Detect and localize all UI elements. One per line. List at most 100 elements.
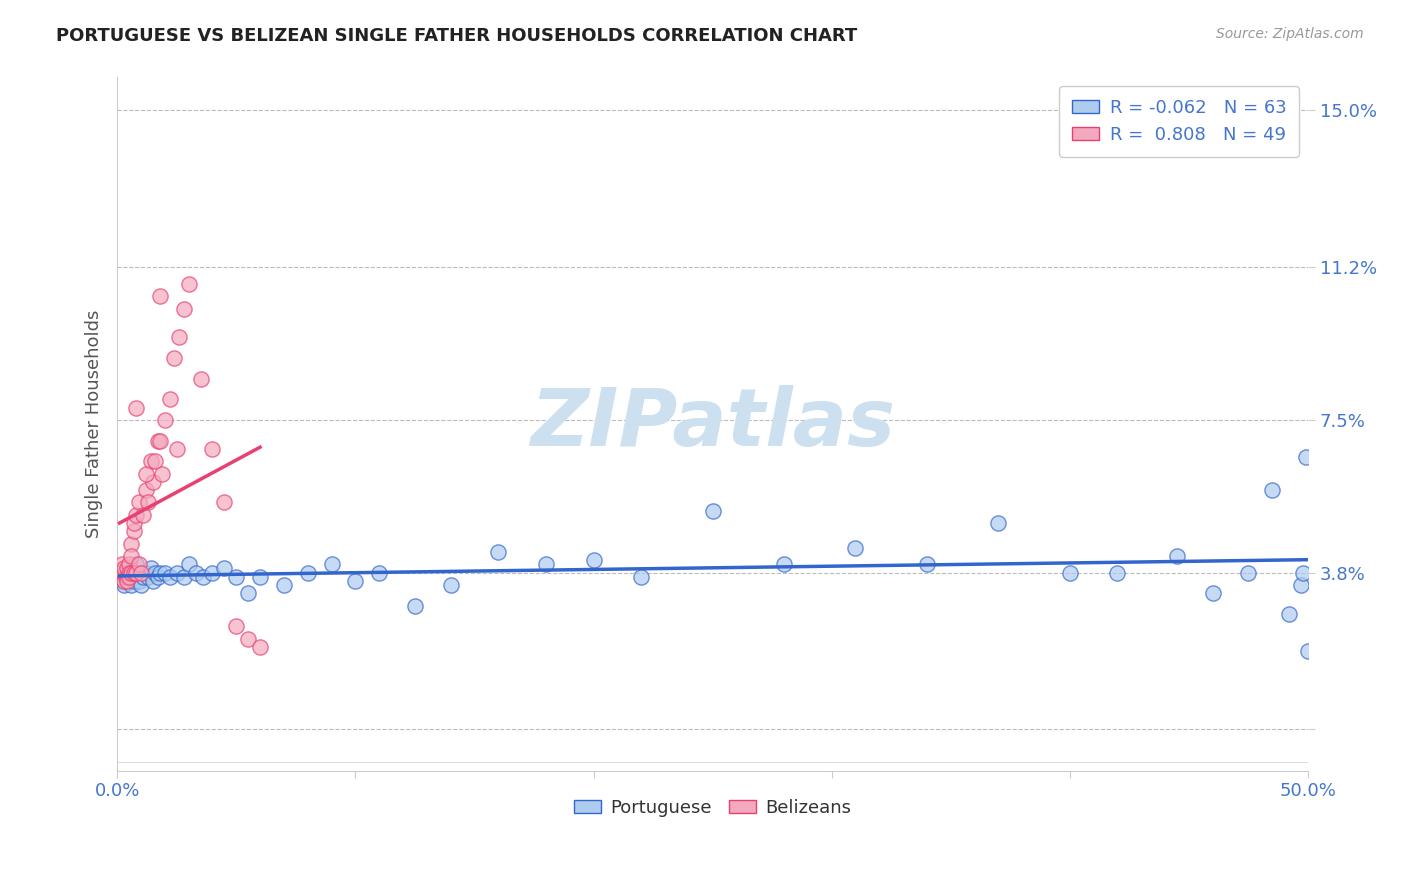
Point <box>321 558 343 572</box>
Point <box>149 566 172 580</box>
Point <box>121 578 143 592</box>
Point <box>149 289 172 303</box>
Point <box>121 566 143 580</box>
Point <box>1166 549 1188 563</box>
Point <box>249 570 271 584</box>
Point <box>136 495 159 509</box>
Point <box>1292 566 1315 580</box>
Point <box>111 574 134 588</box>
Point <box>125 401 148 415</box>
Point <box>125 508 148 522</box>
Point <box>135 566 157 580</box>
Point <box>582 553 605 567</box>
Point <box>135 483 157 497</box>
Point <box>153 413 176 427</box>
Point <box>122 566 145 580</box>
Point <box>112 561 135 575</box>
Point <box>273 578 295 592</box>
Point <box>1237 566 1260 580</box>
Point <box>128 495 150 509</box>
Point <box>143 454 166 468</box>
Point <box>214 495 236 509</box>
Point <box>173 570 195 584</box>
Point <box>128 574 150 588</box>
Point <box>143 566 166 580</box>
Point <box>142 475 165 489</box>
Point <box>125 566 148 580</box>
Point <box>118 574 141 588</box>
Point <box>177 277 200 291</box>
Point <box>122 524 145 539</box>
Point <box>112 578 135 592</box>
Point <box>121 566 143 580</box>
Point <box>108 570 131 584</box>
Point <box>844 541 866 555</box>
Point <box>149 434 172 448</box>
Point <box>135 467 157 481</box>
Point <box>1289 578 1312 592</box>
Point <box>136 570 159 584</box>
Point <box>128 558 150 572</box>
Point <box>132 570 155 584</box>
Point <box>368 566 391 580</box>
Point <box>225 619 247 633</box>
Point <box>238 586 260 600</box>
Point <box>191 570 214 584</box>
Point <box>153 566 176 580</box>
Point <box>166 566 188 580</box>
Point <box>129 578 152 592</box>
Point <box>122 574 145 588</box>
Point <box>108 566 131 580</box>
Point <box>118 570 141 584</box>
Point <box>163 351 186 365</box>
Point <box>201 566 224 580</box>
Point <box>112 574 135 588</box>
Point <box>111 566 134 580</box>
Point <box>118 561 141 575</box>
Y-axis label: Single Father Households: Single Father Households <box>86 310 103 538</box>
Point <box>201 442 224 456</box>
Point <box>1278 607 1301 621</box>
Point <box>125 570 148 584</box>
Point <box>132 508 155 522</box>
Point <box>534 558 557 572</box>
Point <box>146 434 169 448</box>
Point <box>108 570 131 584</box>
Point <box>159 570 181 584</box>
Text: PORTUGUESE VS BELIZEAN SINGLE FATHER HOUSEHOLDS CORRELATION CHART: PORTUGUESE VS BELIZEAN SINGLE FATHER HOU… <box>56 27 858 45</box>
Point <box>702 504 724 518</box>
Point <box>1295 450 1317 464</box>
Point <box>121 549 143 563</box>
Point <box>115 570 138 584</box>
Point <box>142 574 165 588</box>
Point <box>152 467 174 481</box>
Point <box>121 537 143 551</box>
Point <box>115 570 138 584</box>
Point <box>1202 586 1225 600</box>
Point <box>915 558 938 572</box>
Point <box>238 632 260 646</box>
Point <box>1261 483 1284 497</box>
Point <box>129 566 152 580</box>
Point <box>1296 644 1319 658</box>
Point <box>177 558 200 572</box>
Point <box>225 570 247 584</box>
Point <box>987 516 1010 530</box>
Point <box>118 566 141 580</box>
Legend: Portuguese, Belizeans: Portuguese, Belizeans <box>567 791 859 824</box>
Point <box>146 570 169 584</box>
Point <box>111 558 134 572</box>
Point <box>630 570 652 584</box>
Point <box>166 442 188 456</box>
Point <box>122 566 145 580</box>
Point <box>190 372 212 386</box>
Point <box>1059 566 1081 580</box>
Point <box>249 640 271 654</box>
Point <box>214 561 236 575</box>
Point <box>115 561 138 575</box>
Point <box>129 566 152 580</box>
Text: Source: ZipAtlas.com: Source: ZipAtlas.com <box>1216 27 1364 41</box>
Point <box>139 561 162 575</box>
Point <box>125 558 148 572</box>
Point <box>297 566 319 580</box>
